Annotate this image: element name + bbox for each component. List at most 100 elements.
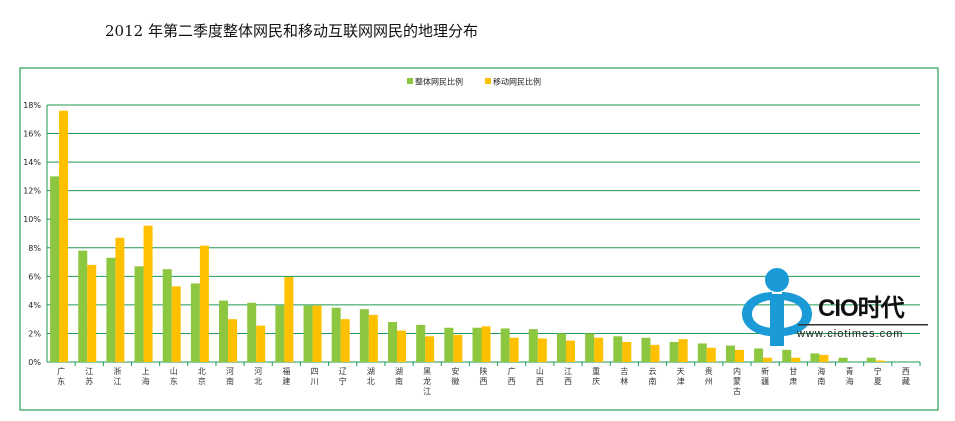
x-tick-label: 内蒙古 — [733, 366, 741, 396]
bar-mobile — [565, 340, 575, 362]
x-tick-label: 广东 — [57, 366, 65, 386]
bar-overall — [697, 343, 707, 362]
bar-overall — [585, 333, 595, 362]
x-tick-label: 宁夏 — [874, 366, 882, 386]
bar-mobile — [368, 314, 378, 362]
bar-mobile — [340, 319, 350, 362]
x-tick-label: 陕西 — [480, 366, 488, 386]
x-tick-label: 河南 — [226, 366, 234, 386]
x-tick-label: 湖北 — [367, 367, 375, 386]
bar-overall — [247, 302, 257, 362]
bar-overall — [472, 327, 482, 362]
chart-frame — [19, 67, 939, 411]
logo-url: www.ciotimes.com — [797, 328, 904, 340]
bar-mobile — [143, 225, 153, 362]
bar-overall — [782, 349, 792, 362]
bar-overall — [669, 342, 679, 362]
bar-mobile — [734, 349, 744, 362]
legend-swatch — [485, 78, 491, 84]
bar-overall — [838, 357, 848, 362]
bar-mobile — [678, 339, 688, 362]
bar-mobile — [397, 330, 407, 362]
x-tick-label: 福建 — [282, 367, 290, 386]
bar-mobile — [312, 305, 322, 362]
y-tick-label: 10% — [23, 215, 41, 224]
y-tick-label: 14% — [23, 158, 41, 167]
x-tick-label: 山西 — [536, 366, 544, 386]
x-tick-label: 江苏 — [85, 367, 93, 386]
bar-mobile — [537, 338, 547, 362]
y-tick-label: 16% — [23, 130, 41, 139]
y-tick-label: 12% — [23, 187, 41, 196]
bar-mobile — [791, 357, 801, 362]
x-tick-label: 安徽 — [451, 366, 459, 386]
legend-label: 整体网民比例 — [415, 77, 463, 87]
x-tick-label: 广西 — [508, 366, 516, 386]
bar-overall — [359, 309, 369, 362]
x-tick-label: 贵州 — [705, 366, 713, 386]
cio-logo-icon — [742, 268, 928, 346]
y-tick-label: 6% — [28, 272, 41, 281]
bar-mobile — [622, 342, 632, 362]
bar-mobile — [199, 245, 209, 362]
bar-overall — [162, 269, 172, 362]
bar-overall — [134, 266, 144, 362]
bar-mobile — [819, 354, 829, 362]
x-tick-label: 甘肃 — [789, 366, 797, 386]
bar-overall — [50, 176, 60, 362]
bar-overall — [810, 353, 820, 362]
logo-text: CIO时代 — [818, 295, 905, 322]
bar-overall — [528, 329, 538, 362]
bar-overall — [613, 336, 623, 362]
x-tick-label: 江西 — [564, 367, 572, 386]
y-tick-label: 2% — [28, 329, 41, 338]
legend-label: 移动网民比例 — [493, 77, 541, 87]
bar-overall — [303, 305, 313, 362]
x-tick-label: 四川 — [311, 367, 319, 386]
bar-mobile — [453, 334, 463, 362]
x-tick-label: 辽宁 — [339, 367, 347, 386]
bar-mobile — [256, 325, 266, 362]
bar-overall — [754, 348, 764, 362]
bar-mobile — [706, 347, 716, 362]
x-tick-label: 湖南 — [395, 367, 403, 386]
x-tick-label: 重庆 — [592, 366, 600, 386]
x-tick-label: 黑龙江 — [423, 367, 431, 396]
bar-mobile — [875, 360, 885, 362]
x-tick-label: 天津 — [677, 367, 685, 386]
bar-overall — [641, 337, 651, 362]
bar-overall — [275, 305, 285, 362]
bar-mobile — [87, 264, 97, 362]
bar-overall — [444, 327, 454, 362]
chart-title: 2012 年第二季度整体网民和移动互联网网民的地理分布 — [105, 22, 478, 40]
bar-overall — [416, 324, 426, 362]
x-tick-label: 云南 — [648, 367, 656, 386]
x-tick-label: 吉林 — [620, 367, 628, 386]
legend-swatch — [407, 78, 413, 84]
bar-overall — [219, 300, 229, 362]
bar-mobile — [425, 336, 435, 362]
bar-mobile — [481, 326, 491, 362]
bar-mobile — [509, 337, 519, 362]
y-tick-label: 18% — [23, 101, 41, 110]
x-tick-label: 海南 — [817, 366, 825, 386]
bar-overall — [500, 328, 510, 362]
bar-mobile — [650, 344, 660, 362]
bar-overall — [190, 283, 200, 362]
bar-mobile — [59, 110, 69, 362]
x-tick-label: 青海 — [846, 366, 854, 386]
x-tick-label: 上海 — [142, 367, 150, 386]
x-tick-label: 河北 — [254, 366, 262, 386]
bar-overall — [725, 345, 735, 362]
bar-overall — [331, 307, 341, 362]
bar-overall — [866, 357, 876, 362]
bar-mobile — [284, 277, 294, 362]
bar-mobile — [228, 319, 238, 362]
bar-mobile — [763, 357, 773, 362]
bar-mobile — [594, 337, 604, 362]
bar-mobile — [171, 286, 181, 362]
x-tick-label: 山东 — [170, 366, 178, 386]
bar-mobile — [115, 237, 125, 362]
x-tick-label: 北京 — [198, 367, 206, 386]
